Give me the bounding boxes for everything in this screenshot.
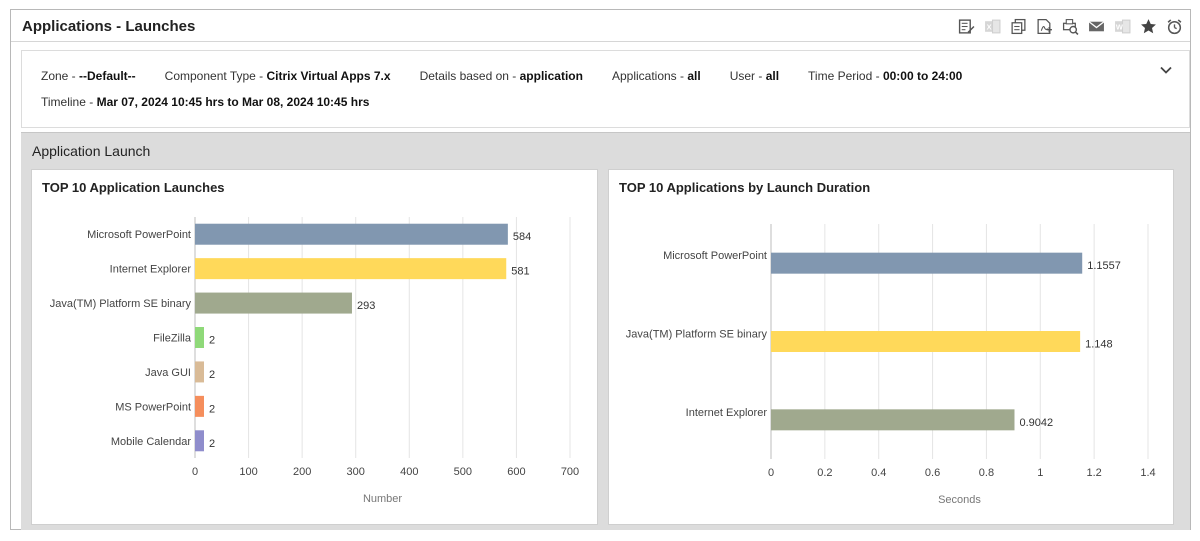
schedule-alarm-icon[interactable] bbox=[1164, 16, 1184, 36]
timeline-filter: Timeline - Mar 07, 2024 10:45 hrs to Mar… bbox=[41, 95, 370, 109]
category-label: Microsoft PowerPoint bbox=[663, 250, 767, 262]
bar bbox=[771, 252, 1083, 274]
chart-title: TOP 10 Applications by Launch Duration bbox=[619, 180, 871, 195]
data-label: 293 bbox=[357, 300, 375, 312]
x-tick-label: 0 bbox=[192, 466, 198, 478]
x-tick-label: 700 bbox=[561, 466, 579, 478]
x-tick-label: 600 bbox=[507, 466, 525, 478]
pdf-export-icon[interactable] bbox=[1034, 16, 1054, 36]
chart-title: TOP 10 Application Launches bbox=[42, 180, 225, 195]
application-launch-section: Application Launch TOP 10 Application La… bbox=[21, 132, 1190, 530]
x-tick-label: 200 bbox=[293, 466, 311, 478]
bar bbox=[195, 223, 508, 245]
time-period-filter: Time Period - 00:00 to 24:00 bbox=[808, 69, 963, 83]
category-label: Java GUI bbox=[145, 367, 191, 379]
x-axis-title: Seconds bbox=[938, 494, 981, 506]
x-tick-label: 0.4 bbox=[871, 467, 886, 479]
data-label: 1.148 bbox=[1085, 339, 1113, 351]
bar bbox=[195, 361, 204, 383]
excel-export-icon[interactable]: X bbox=[982, 16, 1002, 36]
data-label: 1.1557 bbox=[1087, 260, 1121, 272]
data-label: 2 bbox=[209, 369, 215, 381]
data-label: 2 bbox=[209, 335, 215, 347]
duration-chart-panel: TOP 10 Applications by Launch Duration 0… bbox=[608, 169, 1174, 525]
bar bbox=[195, 430, 204, 452]
copy-icon[interactable] bbox=[1008, 16, 1028, 36]
data-label: 2 bbox=[209, 438, 215, 450]
applications-filter: Applications - all bbox=[611, 69, 701, 83]
print-preview-icon[interactable] bbox=[1060, 16, 1080, 36]
bar bbox=[771, 331, 1081, 352]
favorite-star-icon[interactable] bbox=[1138, 16, 1158, 36]
section-title: Application Launch bbox=[32, 143, 151, 159]
email-icon[interactable] bbox=[1086, 16, 1106, 36]
category-label: Internet Explorer bbox=[686, 407, 768, 419]
page-title: Applications - Launches bbox=[22, 18, 196, 35]
component-type-filter: Component Type - Citrix Virtual Apps 7.x bbox=[164, 69, 391, 83]
word-export-icon[interactable]: W bbox=[1112, 16, 1132, 36]
category-label: Microsoft PowerPoint bbox=[87, 229, 191, 241]
data-label: 0.9042 bbox=[1019, 417, 1053, 429]
category-label: Java(TM) Platform SE binary bbox=[50, 298, 192, 310]
x-tick-label: 0.6 bbox=[925, 467, 940, 479]
report-window: Applications - Launches X W bbox=[10, 9, 1191, 530]
zone-filter: Zone - --Default-- bbox=[41, 69, 136, 83]
category-label: MS PowerPoint bbox=[115, 401, 191, 413]
x-tick-label: 300 bbox=[347, 466, 365, 478]
x-tick-label: 400 bbox=[400, 466, 418, 478]
edit-report-icon[interactable] bbox=[956, 16, 976, 36]
x-tick-label: 1.4 bbox=[1140, 467, 1155, 479]
svg-text:X: X bbox=[986, 22, 991, 31]
duration-bar-chart: 0 0.2 0.4 0.6 0.8 1 1.2 1.4 Seconds Microsoft Pow… bbox=[626, 224, 1156, 506]
x-tick-label: 0.2 bbox=[817, 467, 832, 479]
category-label: Java(TM) Platform SE binary bbox=[626, 329, 768, 341]
bar bbox=[195, 292, 352, 314]
launches-bar-chart: 0 100 200 300 400 500 600 700 Number Microsoft Po… bbox=[50, 217, 579, 505]
x-tick-label: 1 bbox=[1037, 467, 1043, 479]
bar bbox=[195, 327, 204, 348]
data-label: 2 bbox=[209, 403, 215, 415]
bar bbox=[195, 395, 204, 417]
launches-chart-panel: TOP 10 Application Launches 0 100 200 300 40… bbox=[31, 169, 598, 525]
category-label: FileZilla bbox=[153, 333, 192, 345]
x-tick-label: 1.2 bbox=[1086, 467, 1101, 479]
user-filter: User - all bbox=[729, 69, 780, 83]
details-based-on-filter: Details based on - application bbox=[419, 69, 583, 83]
svg-text:W: W bbox=[1115, 22, 1122, 31]
bar bbox=[771, 409, 1015, 431]
x-tick-label: 500 bbox=[454, 466, 472, 478]
x-tick-label: 0.8 bbox=[979, 467, 994, 479]
chevron-down-icon[interactable] bbox=[1159, 63, 1173, 77]
category-label: Internet Explorer bbox=[110, 264, 192, 276]
filter-summary: Zone - --Default-- Component Type - Citr… bbox=[21, 50, 1190, 128]
category-label: Mobile Calendar bbox=[111, 436, 191, 448]
toolbar: X W bbox=[956, 16, 1184, 36]
bar bbox=[195, 258, 507, 280]
data-label: 581 bbox=[511, 266, 529, 278]
title-bar: Applications - Launches X W bbox=[11, 10, 1190, 42]
x-tick-label: 100 bbox=[239, 466, 257, 478]
data-label: 584 bbox=[513, 231, 531, 243]
x-tick-label: 0 bbox=[768, 467, 774, 479]
x-axis-title: Number bbox=[363, 493, 402, 505]
